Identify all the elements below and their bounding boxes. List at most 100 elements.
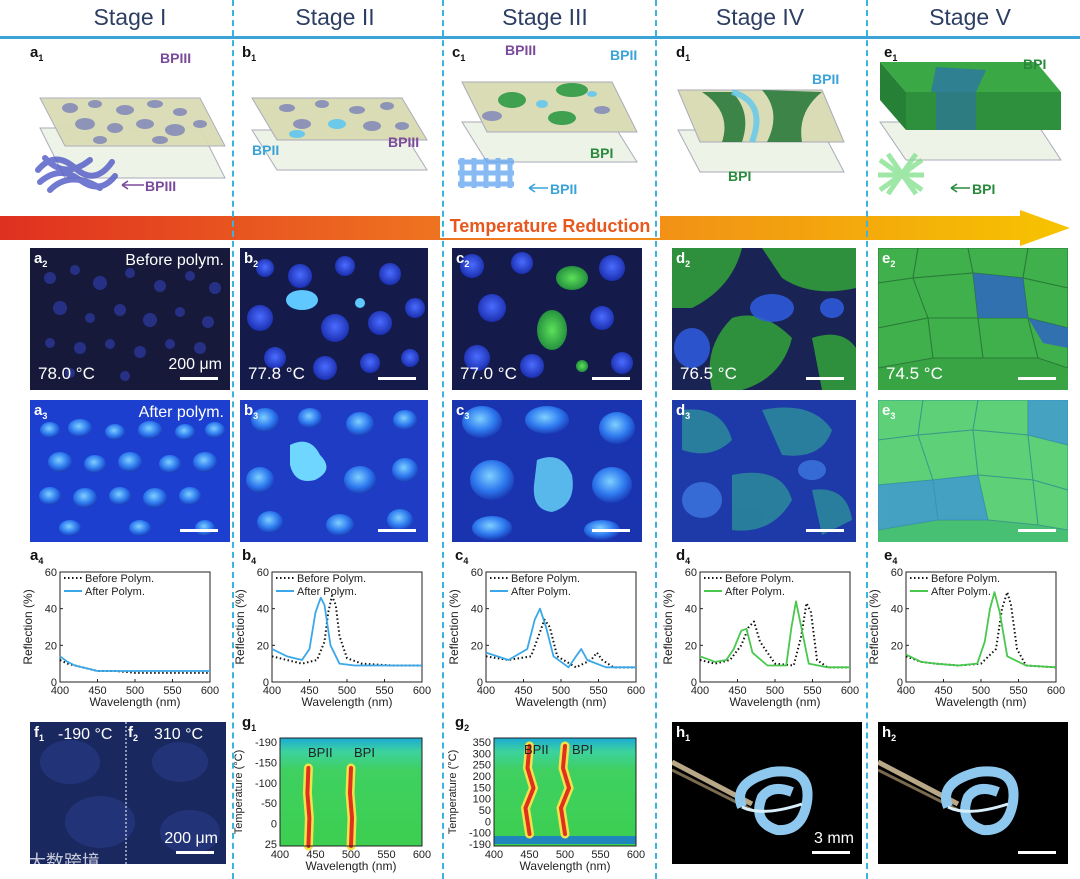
scale-bar-e3 bbox=[1018, 529, 1056, 532]
photo-h2: h2 bbox=[878, 722, 1068, 864]
panel-label-g2: g2 bbox=[455, 714, 470, 733]
x-tick-label: 600 bbox=[1047, 685, 1065, 697]
legend-label-0: Before Polym. bbox=[511, 573, 580, 585]
panel-label-b3: b3 bbox=[244, 402, 259, 421]
scale-bar-b3 bbox=[378, 529, 416, 532]
x-tick-label: 600 bbox=[413, 849, 431, 861]
panel-label-c4: c4 bbox=[455, 547, 469, 566]
x-tick-label: 500 bbox=[338, 685, 356, 697]
g1-peak-bpii: BPII bbox=[308, 745, 333, 760]
x-tick-label: 550 bbox=[591, 849, 609, 861]
x-axis-label: Wavelength (nm) bbox=[516, 695, 607, 709]
plot-frame bbox=[279, 737, 423, 847]
panel-label-h2: h2 bbox=[882, 724, 897, 743]
series-line-0 bbox=[271, 594, 422, 667]
schematic-b1 bbox=[251, 97, 428, 171]
temp-d2: 76.5 °C bbox=[680, 364, 737, 383]
scale-bar-h1 bbox=[812, 851, 850, 854]
scale-label-h1: 3 mm bbox=[814, 830, 854, 847]
x-tick-label: 600 bbox=[627, 849, 645, 861]
x-tick-label: 450 bbox=[514, 685, 532, 697]
stage-divider-2 bbox=[442, 0, 444, 879]
x-tick-label: 400 bbox=[263, 685, 281, 697]
callout-c1-bpii: BPII bbox=[610, 47, 638, 63]
y-tick-label: 40 bbox=[471, 604, 483, 616]
h1-film-drawing bbox=[672, 759, 813, 836]
stage-3-title: Stage III bbox=[502, 4, 588, 30]
series-line-1 bbox=[699, 600, 850, 669]
y-tick-label: 0 bbox=[691, 677, 697, 689]
bpiii-lattice-icon bbox=[35, 155, 118, 193]
micrograph-e3: e3 bbox=[878, 400, 1068, 542]
y-tick-label: -100 bbox=[469, 828, 491, 840]
legend-label-1: After Polym. bbox=[511, 586, 571, 598]
x-tick-label: 500 bbox=[766, 685, 784, 697]
legend-label-0: Before Polym. bbox=[85, 573, 154, 585]
panel-label-f2: f2 bbox=[128, 724, 139, 743]
panel-label-a4: a4 bbox=[30, 547, 44, 566]
legend-label-0: Before Polym. bbox=[725, 573, 794, 585]
scale-bar-f2 bbox=[176, 851, 214, 854]
y-tick-label: 20 bbox=[471, 640, 483, 652]
x-tick-label: 550 bbox=[377, 849, 395, 861]
b2-domains bbox=[247, 256, 425, 380]
panel-label-c3: c3 bbox=[456, 402, 470, 421]
x-tick-label: 600 bbox=[413, 685, 431, 697]
schematic-a1 bbox=[39, 97, 226, 179]
callout-c1-bpi: BPI bbox=[590, 145, 614, 161]
before-polym-note: Before polym. bbox=[125, 252, 224, 269]
x-tick-label: 550 bbox=[803, 685, 821, 697]
series-line-0 bbox=[905, 591, 1057, 669]
series-line-1 bbox=[59, 655, 210, 672]
y-axis-label: Temperature (°C) bbox=[233, 750, 245, 834]
legend-label-1: After Polym. bbox=[85, 586, 145, 598]
x-tick-label: 500 bbox=[126, 685, 144, 697]
panel-label-d2: d2 bbox=[676, 250, 691, 269]
scale-label-a2: 200 μm bbox=[168, 356, 222, 373]
a3-domains bbox=[39, 419, 225, 536]
scale-bar-a2 bbox=[180, 377, 218, 380]
stage-5-title: Stage V bbox=[929, 4, 1011, 30]
spectrum-chart-c4: 400 450 500 550 600 0 20 40 60 Wavelength (nm) Ref… bbox=[447, 567, 645, 709]
arrow-c1 bbox=[528, 183, 548, 193]
panel-label-d1: d1 bbox=[676, 44, 691, 63]
panel-label-d4: d4 bbox=[676, 547, 691, 566]
scale-bar-d3 bbox=[806, 529, 844, 532]
y-tick-label: 50 bbox=[479, 805, 491, 817]
scale-bar-b2 bbox=[378, 377, 416, 380]
stage-divider-1 bbox=[232, 0, 234, 879]
y-tick-label: -190 bbox=[255, 737, 277, 749]
x-tick-label: 400 bbox=[477, 685, 495, 697]
y-tick-label: 60 bbox=[685, 567, 697, 579]
micrograph-a2: a2 Before polym. 78.0 °C 200 μm bbox=[30, 248, 230, 390]
x-tick-label: 400 bbox=[51, 685, 69, 697]
panel-label-a2: a2 bbox=[34, 250, 48, 269]
heatmap-g2: 400 450 500 550 600350300250200150100500-100… bbox=[447, 737, 645, 873]
x-axis-label: Wavelength (nm) bbox=[306, 859, 397, 873]
watermark-text: 大数跨境 bbox=[27, 852, 100, 872]
panel-label-b2: b2 bbox=[244, 250, 259, 269]
panel-label-a3: a3 bbox=[34, 402, 48, 421]
micrograph-b2: b2 77.8 °C bbox=[240, 248, 428, 390]
micrograph-d2: d2 76.5 °C bbox=[672, 248, 856, 390]
x-tick-label: 400 bbox=[691, 685, 709, 697]
y-axis-label: Reflection (%) bbox=[21, 589, 35, 664]
series-line-0 bbox=[699, 602, 850, 669]
spectrum-chart-e4: 400 450 500 550 600 0 20 40 60 Wavelength (nm) Ref… bbox=[867, 567, 1065, 709]
callout-e1-bpi-bottom: BPI bbox=[972, 181, 996, 197]
scale-bar-c2 bbox=[592, 377, 630, 380]
x-tick-label: 400 bbox=[485, 849, 503, 861]
schematic-e1 bbox=[879, 62, 1062, 161]
y-tick-label: 200 bbox=[473, 771, 491, 783]
scale-bar-a3 bbox=[180, 529, 218, 532]
y-axis-label: Temperature (°C) bbox=[447, 750, 459, 834]
watermark: ∞ 大数跨境 bbox=[10, 848, 100, 874]
x-tick-label: 550 bbox=[163, 685, 181, 697]
x-tick-label: 450 bbox=[520, 849, 538, 861]
y-tick-label: 60 bbox=[891, 567, 903, 579]
plot-frame bbox=[493, 737, 637, 847]
y-axis-label: Reflection (%) bbox=[233, 589, 247, 664]
temp-b2: 77.8 °C bbox=[248, 364, 305, 383]
stage-1-title: Stage I bbox=[93, 4, 167, 30]
c3-domains bbox=[462, 406, 635, 540]
